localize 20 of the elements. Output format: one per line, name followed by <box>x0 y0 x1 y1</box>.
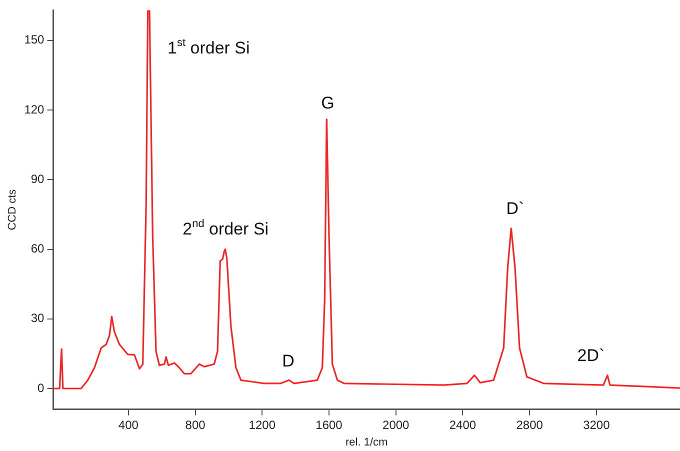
y-tick-label: 30 <box>30 311 45 326</box>
annotation: 2D` <box>577 346 605 365</box>
annotation: D <box>282 352 294 371</box>
y-tick-label: 90 <box>30 172 45 186</box>
annotation: G <box>321 94 334 113</box>
x-tick-label: 3200 <box>583 418 610 432</box>
y-tick-label: 120 <box>24 102 45 116</box>
y-tick-label: 0 <box>38 380 45 395</box>
x-axis-title: rel. 1/cm <box>346 436 388 448</box>
x-tick-label: 1600 <box>316 418 343 432</box>
x-tick-label: 2000 <box>382 418 410 432</box>
y-axis-title: CCD cts <box>6 188 19 230</box>
x-tick-label: 400 <box>118 418 139 432</box>
annotation: D` <box>506 199 524 218</box>
y-tick-label: 60 <box>30 242 45 256</box>
x-tick-label: 2400 <box>449 418 476 432</box>
x-tick-label: 1200 <box>248 418 276 432</box>
y-tick-label: 150 <box>24 32 45 47</box>
x-tick-label: 2800 <box>516 418 544 432</box>
x-tick-label: 800 <box>185 418 206 432</box>
